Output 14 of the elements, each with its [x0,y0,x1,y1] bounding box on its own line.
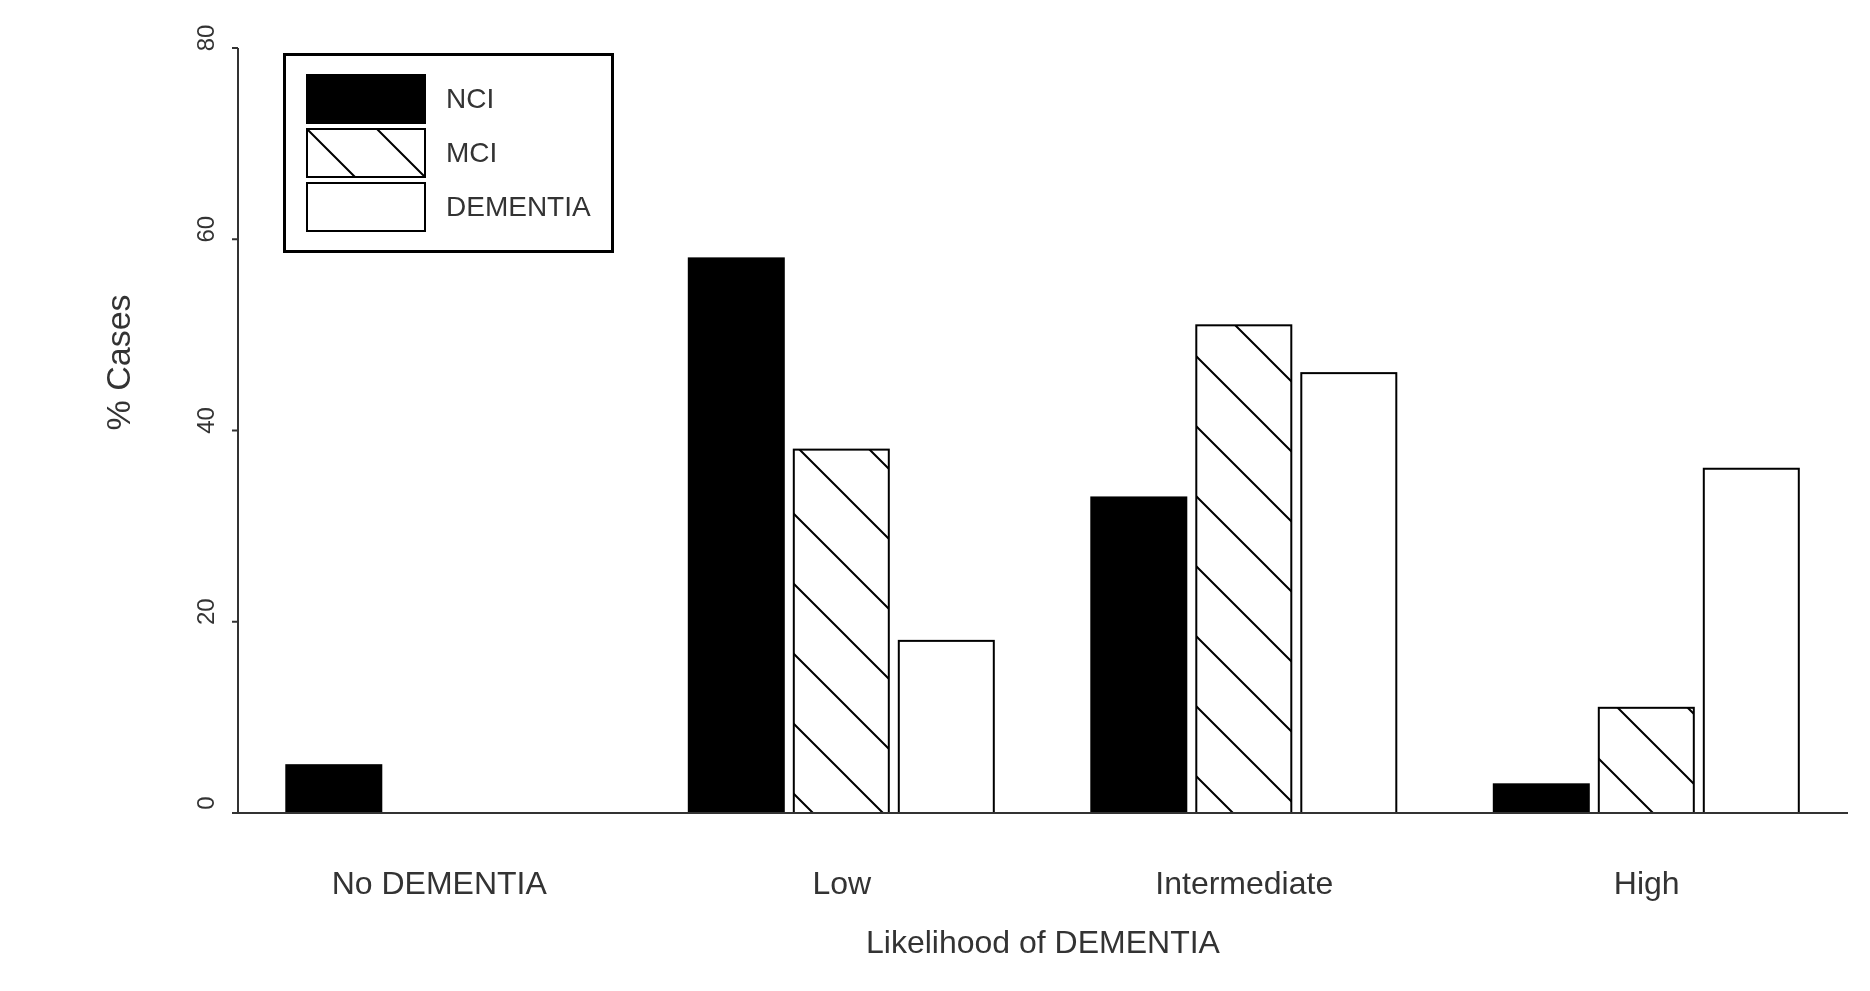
legend-label: MCI [446,137,498,169]
legend-label: DEMENTIA [446,191,591,223]
x-axis-title: Likelihood of DEMENTIA [866,924,1221,960]
y-tick-label: 0 [192,796,219,810]
x-tick-label: Low [812,864,872,901]
legend-label: NCI [446,83,495,115]
x-tick-label: No DEMENTIA [331,864,548,901]
y-tick-label: 40 [192,407,219,434]
y-tick-label: 20 [192,598,219,626]
y-axis-title: % Cases [99,294,138,431]
x-tick-label: High [1613,864,1680,901]
x-tick-label: Intermediate [1155,864,1334,901]
y-tick-label: 80 [192,24,219,52]
y-tick-label: 60 [192,215,219,243]
